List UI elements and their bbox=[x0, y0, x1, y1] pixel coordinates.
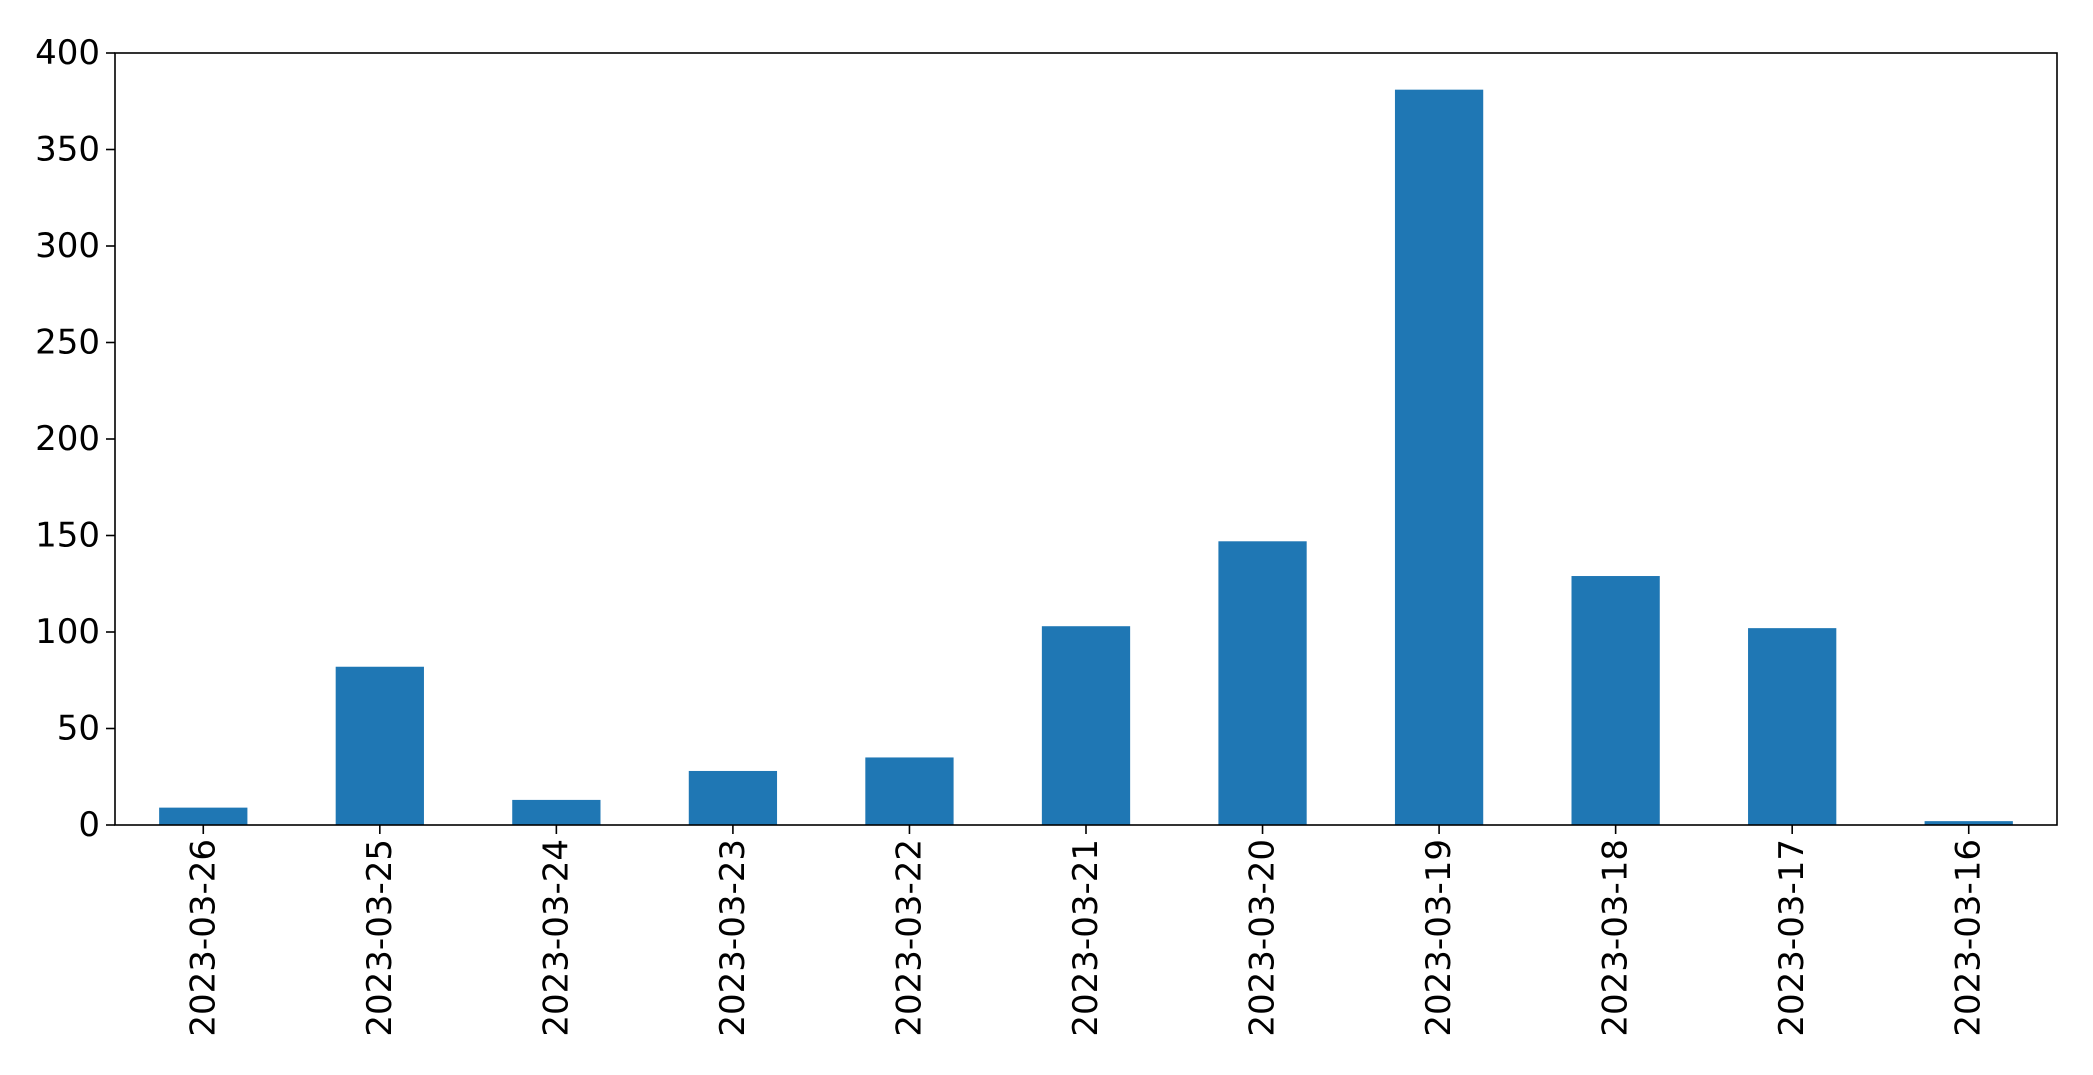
x-tick-label: 2023-03-25 bbox=[360, 839, 400, 1037]
x-tick-label: 2023-03-19 bbox=[1419, 839, 1459, 1037]
bar-2023-03-24 bbox=[512, 799, 601, 825]
x-tick-label: 2023-03-18 bbox=[1596, 839, 1636, 1037]
x-tick-label: 2023-03-22 bbox=[889, 839, 929, 1037]
bar-2023-03-26 bbox=[159, 807, 248, 825]
x-tick-label: 2023-03-23 bbox=[713, 839, 753, 1037]
x-tick-label: 2023-03-26 bbox=[183, 839, 223, 1037]
x-tick-label: 2023-03-16 bbox=[1949, 839, 1989, 1037]
bar-2023-03-18 bbox=[1571, 576, 1660, 825]
bar-2023-03-25 bbox=[335, 666, 424, 825]
x-axis: 2023-03-26 2023-03-25 2023-03-24 2023-03-23… bbox=[183, 825, 1989, 1037]
y-tick-label: 200 bbox=[35, 419, 100, 459]
x-tick-label: 2023-03-21 bbox=[1066, 839, 1106, 1037]
bar-2023-03-17 bbox=[1748, 628, 1837, 825]
y-tick-label: 100 bbox=[35, 612, 100, 652]
y-tick-label: 250 bbox=[35, 323, 100, 363]
y-tick-label: 300 bbox=[35, 226, 100, 266]
y-tick-label: 150 bbox=[35, 516, 100, 556]
bar-2023-03-20 bbox=[1218, 541, 1307, 825]
bar-2023-03-16 bbox=[1924, 821, 2013, 825]
bar-2023-03-22 bbox=[865, 757, 954, 825]
x-tick-label: 2023-03-24 bbox=[536, 839, 576, 1037]
bars-group bbox=[159, 89, 2013, 826]
y-tick-label: 50 bbox=[57, 709, 100, 749]
x-tick-label: 2023-03-17 bbox=[1772, 839, 1812, 1037]
bar-2023-03-21 bbox=[1041, 626, 1131, 825]
x-tick-label: 2023-03-20 bbox=[1243, 839, 1283, 1037]
bar-2023-03-23 bbox=[688, 770, 778, 825]
y-tick-label: 400 bbox=[35, 33, 100, 73]
bar-2023-03-19 bbox=[1394, 89, 1484, 826]
y-axis: 0 50 100 150 200 250 300 350 400 bbox=[35, 33, 115, 845]
y-tick-label: 350 bbox=[35, 130, 100, 170]
y-tick-label: 0 bbox=[78, 805, 100, 845]
